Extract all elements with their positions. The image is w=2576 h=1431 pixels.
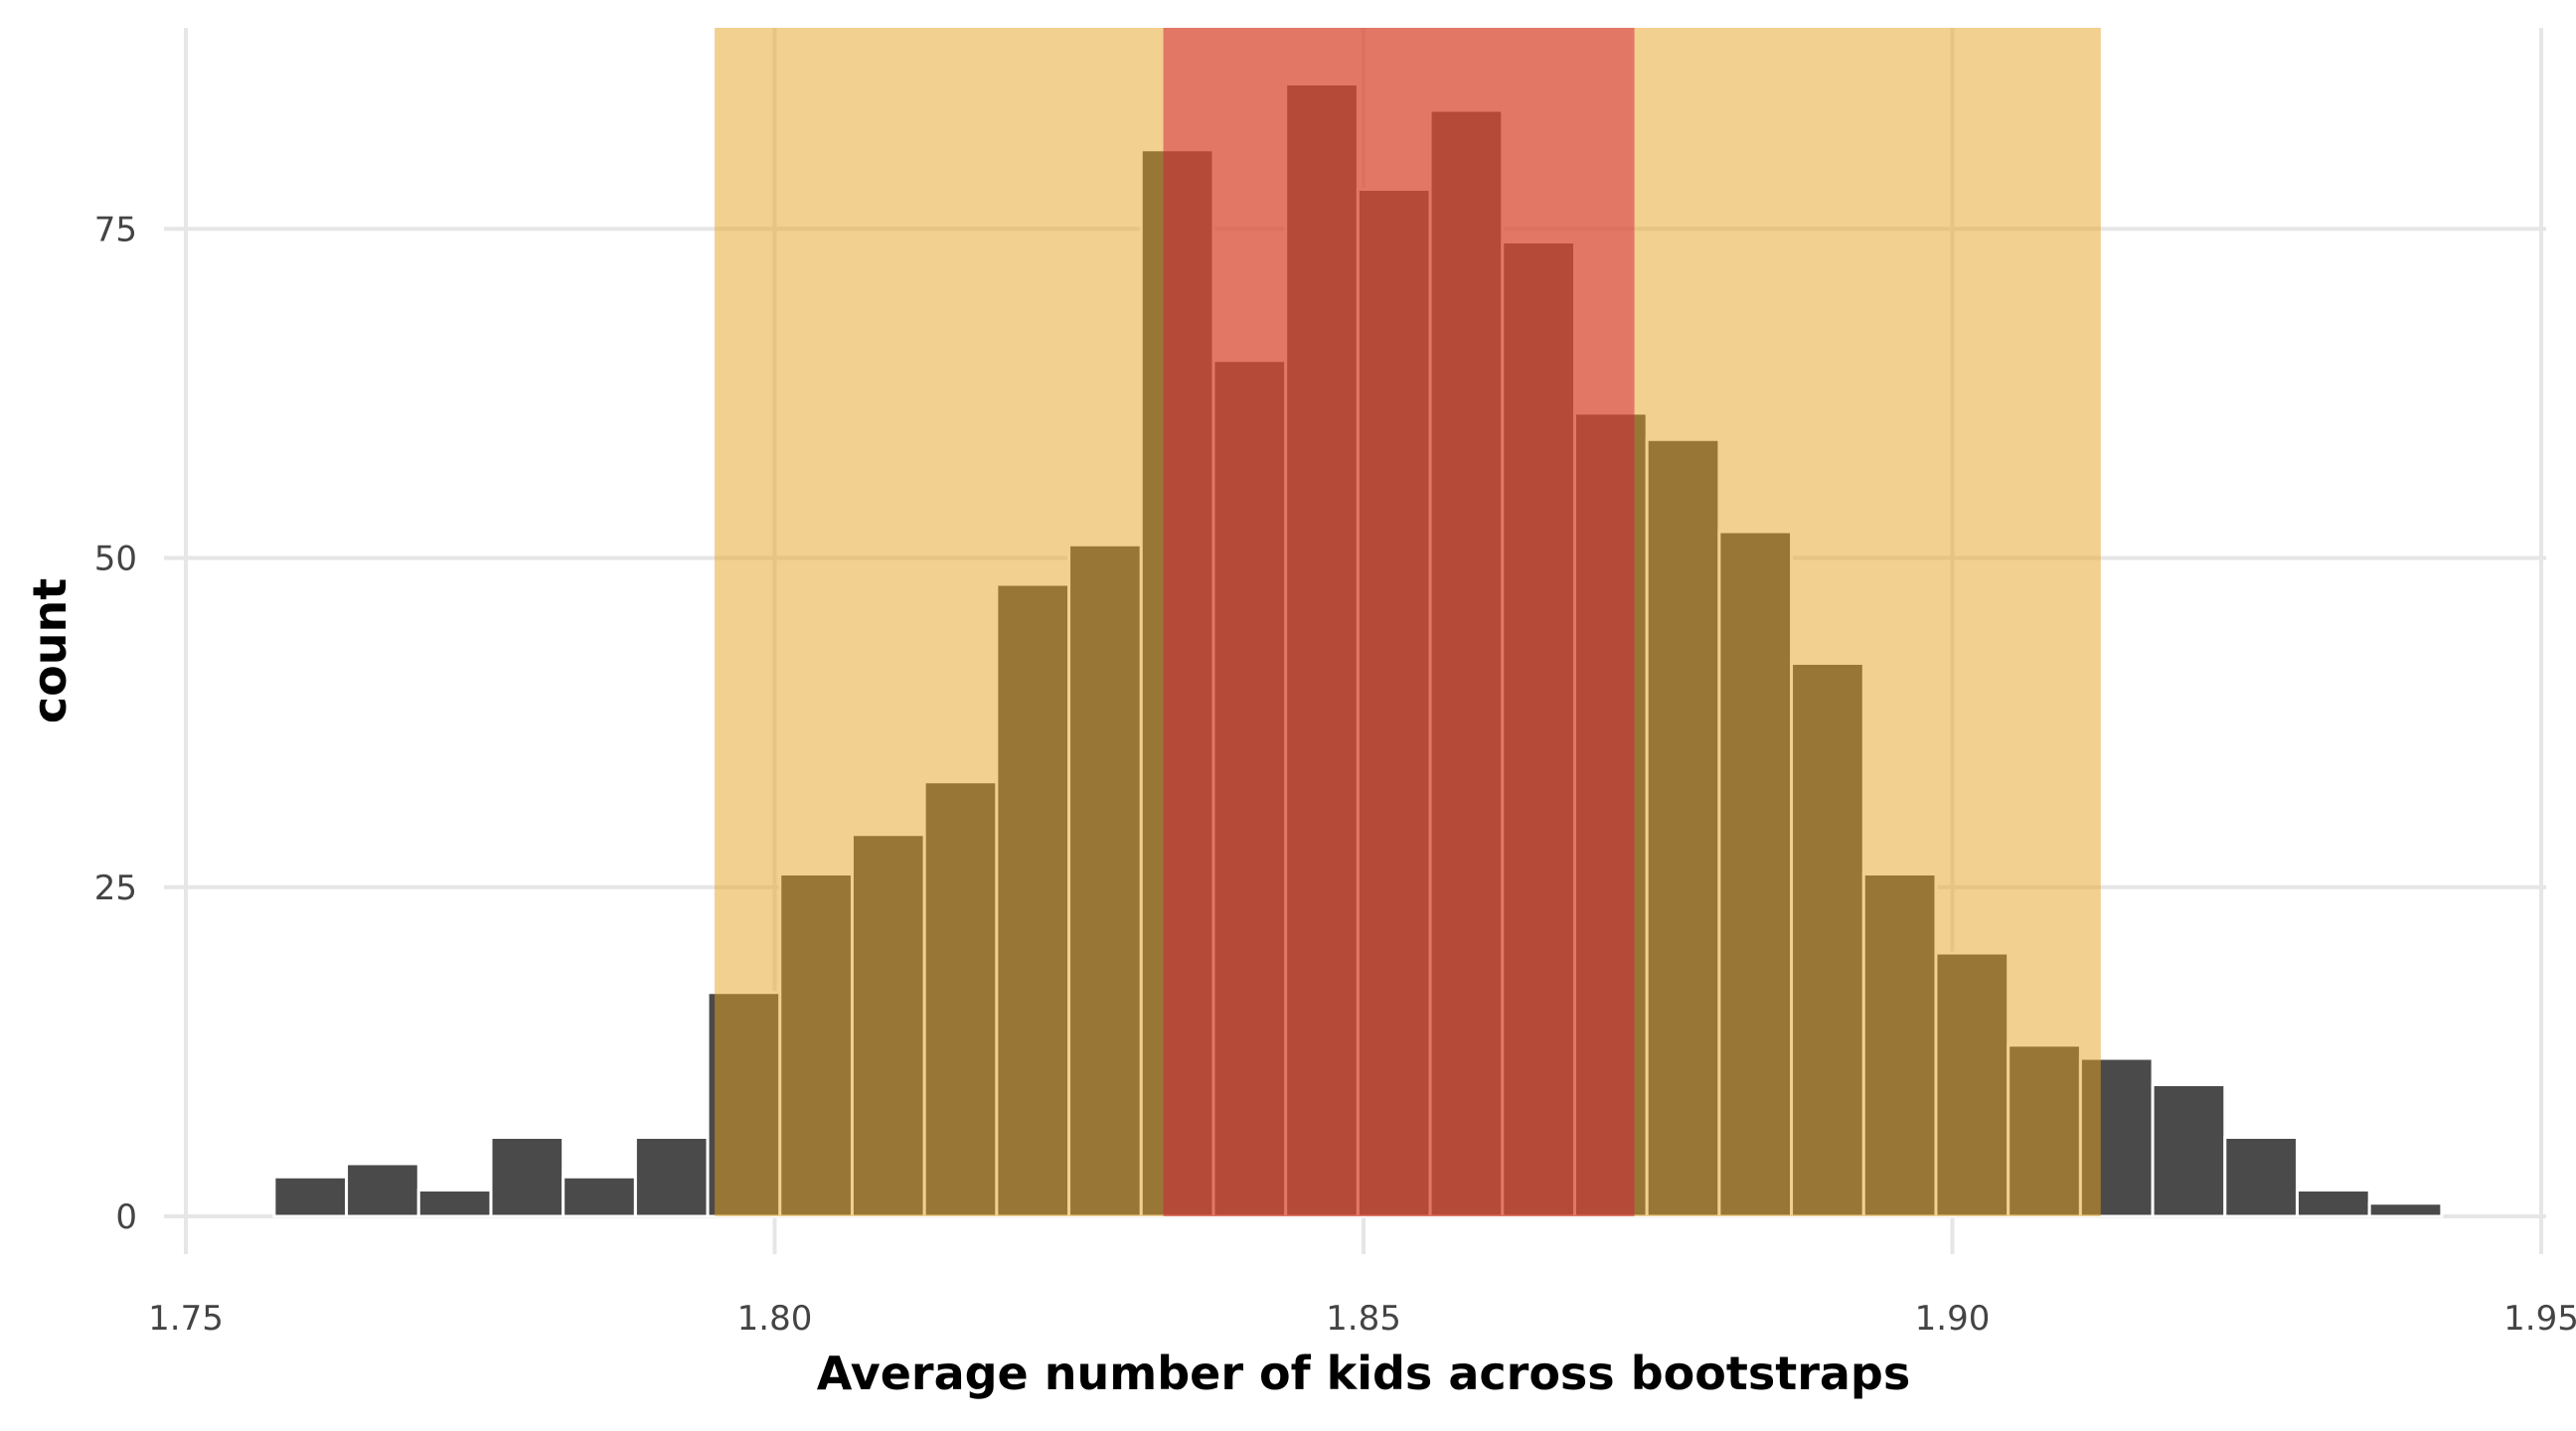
histogram-bar bbox=[562, 1175, 637, 1218]
histogram-bar bbox=[416, 1189, 493, 1218]
y-tick-label: 50 bbox=[94, 540, 137, 579]
histogram-bar bbox=[272, 1175, 349, 1218]
histogram-bar bbox=[489, 1136, 565, 1218]
histogram-bar bbox=[2367, 1201, 2444, 1218]
histogram-bar bbox=[2223, 1136, 2299, 1218]
y-tick-label: 25 bbox=[94, 869, 137, 908]
histogram-bar bbox=[633, 1136, 710, 1218]
y-axis-tick-labels: 0 25 50 75 bbox=[94, 210, 137, 1237]
x-tick-label: 1.95 bbox=[2503, 1299, 2576, 1339]
histogram-bar bbox=[2295, 1189, 2371, 1218]
x-tick-label: 1.90 bbox=[1915, 1299, 1991, 1339]
x-tick-label: 1.80 bbox=[737, 1299, 813, 1339]
histogram-bar bbox=[2151, 1083, 2227, 1218]
x-axis-tick-labels: 1.75 1.80 1.85 1.90 1.95 bbox=[148, 1299, 2576, 1339]
x-tick-label: 1.85 bbox=[1326, 1299, 1401, 1339]
x-axis-title: Average number of kids across bootstraps bbox=[817, 1347, 1910, 1400]
y-tick-label: 75 bbox=[94, 210, 137, 249]
shaded-intervals bbox=[715, 28, 2101, 1216]
inner-interval-band bbox=[1163, 28, 1635, 1216]
x-tick-label: 1.75 bbox=[148, 1299, 224, 1339]
histogram-bar bbox=[345, 1162, 420, 1218]
y-axis-title: count bbox=[23, 578, 77, 723]
y-tick-label: 0 bbox=[115, 1197, 137, 1237]
